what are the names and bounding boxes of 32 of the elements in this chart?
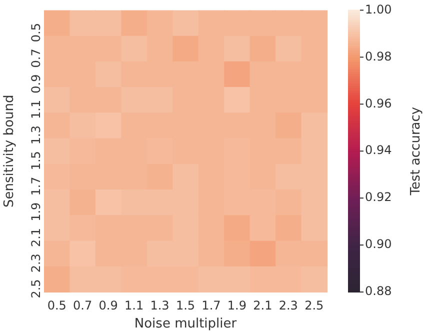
color-bar-label: 0.88 — [365, 284, 392, 298]
color-bar-label: 0.96 — [365, 96, 392, 110]
y-tick-label: 2.3 — [29, 254, 44, 273]
y-tick-label: 2.1 — [29, 228, 44, 248]
color-bar-label: 0.98 — [365, 49, 392, 64]
y-tick-label: 1.7 — [29, 176, 44, 196]
y-axis-title: Sensitivity bound — [2, 94, 18, 208]
y-tick-label: 1.5 — [29, 151, 44, 170]
y-tick-label: 0.9 — [29, 74, 44, 94]
color-bar-title: Test accuracy — [408, 106, 423, 196]
y-tick-label: 1.1 — [29, 100, 44, 119]
x-tick-label: 2.1 — [253, 298, 272, 312]
y-tick-label: 2.5 — [29, 279, 44, 298]
x-tick-label: 0.5 — [47, 298, 66, 312]
x-tick-label: 0.7 — [73, 298, 92, 312]
y-tick-label: 1.3 — [29, 125, 44, 145]
x-tick-label: 1.7 — [202, 298, 221, 312]
y-tick-label: 0.7 — [29, 48, 44, 68]
x-tick-label: 1.1 — [124, 298, 144, 312]
color-bar-label: 0.92 — [365, 190, 392, 204]
color-bar-label: 1.00 — [365, 2, 392, 16]
y-tick-label: 0.5 — [29, 23, 44, 42]
x-tick-label: 2.5 — [304, 298, 324, 312]
color-bar-label: 0.94 — [365, 143, 392, 158]
x-tick-label: 1.5 — [176, 298, 196, 312]
x-axis-title: Noise multiplier — [134, 316, 238, 332]
y-tick-label: 1.9 — [29, 202, 44, 222]
x-tick-label: 2.3 — [278, 298, 298, 312]
color-bar-label: 0.90 — [365, 237, 392, 252]
x-tick-label: 1.3 — [150, 298, 170, 312]
x-tick-label: 0.9 — [98, 298, 118, 312]
x-tick-label: 1.9 — [227, 298, 246, 312]
